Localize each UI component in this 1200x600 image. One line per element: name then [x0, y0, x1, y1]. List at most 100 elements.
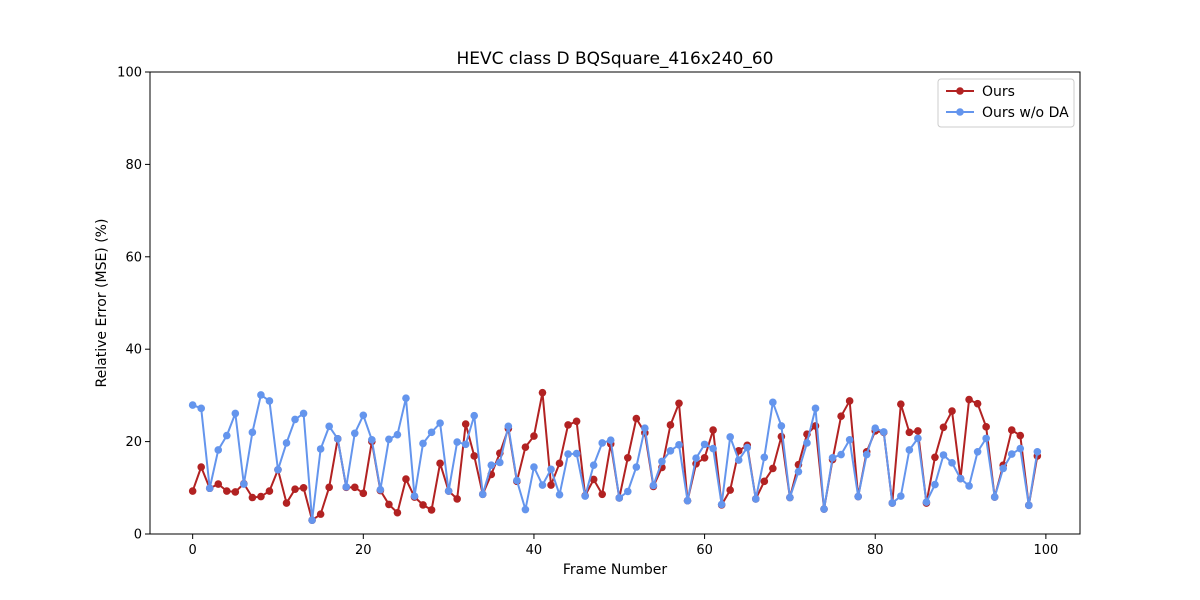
series-layer	[188, 388, 1042, 524]
data-point-ours	[222, 487, 231, 495]
data-point-ours	[385, 500, 393, 509]
data-point-ours-w-o-da	[939, 451, 948, 459]
x-tick-label: 40	[526, 543, 543, 558]
x-axis: 0 20 40 60 80 100	[189, 534, 1058, 558]
data-point-ours-w-o-da	[845, 435, 854, 444]
data-point-ours-w-o-da	[521, 505, 530, 514]
data-point-ours-w-o-da	[1007, 450, 1016, 458]
data-point-ours-w-o-da	[436, 419, 444, 427]
data-point-ours-w-o-da	[214, 446, 223, 454]
data-point-ours-w-o-da	[649, 481, 658, 490]
data-point-ours-w-o-da	[879, 428, 888, 436]
data-point-ours-w-o-da	[734, 456, 743, 464]
data-point-ours-w-o-da	[248, 428, 257, 437]
data-point-ours-w-o-da	[581, 492, 589, 500]
data-point-ours	[350, 483, 359, 492]
data-point-ours-w-o-da	[777, 422, 786, 430]
data-point-ours	[197, 463, 205, 471]
data-point-ours-w-o-da	[615, 494, 624, 502]
data-point-ours-w-o-da	[811, 404, 820, 413]
legend-label-ours: Ours	[982, 84, 1015, 100]
data-point-ours-w-o-da	[419, 439, 427, 448]
data-point-ours-w-o-da	[751, 495, 760, 503]
data-point-ours	[265, 487, 274, 495]
data-point-ours-w-o-da	[402, 394, 410, 402]
data-point-ours-w-o-da	[274, 465, 282, 474]
data-point-ours-w-o-da	[769, 398, 777, 407]
x-axis-title: Frame Number	[563, 562, 668, 578]
legend-item-ours-w-o-da: Ours w/o DA	[946, 105, 1069, 121]
data-point-ours	[675, 399, 683, 408]
data-point-ours-w-o-da	[606, 436, 615, 445]
series-ours	[188, 388, 1042, 524]
data-point-ours-w-o-da	[555, 490, 564, 499]
data-point-ours	[948, 407, 956, 415]
data-point-ours-w-o-da	[231, 409, 240, 418]
data-point-ours	[530, 432, 538, 440]
data-point-ours	[1007, 426, 1016, 434]
data-point-ours	[282, 499, 291, 507]
data-point-ours-w-o-da	[393, 430, 402, 439]
data-point-ours	[427, 506, 436, 514]
data-point-ours-w-o-da	[572, 449, 581, 458]
data-point-ours-w-o-da	[956, 474, 965, 483]
data-point-ours	[726, 486, 734, 494]
data-point-ours-w-o-da	[325, 422, 333, 431]
data-point-ours-w-o-da	[862, 450, 871, 459]
data-point-ours	[623, 453, 632, 462]
data-point-ours	[769, 464, 777, 473]
data-point-ours	[248, 493, 257, 502]
data-point-ours-w-o-da	[1033, 447, 1042, 456]
data-point-ours-w-o-da	[589, 461, 598, 469]
data-point-ours-w-o-da	[982, 434, 990, 443]
data-point-ours-w-o-da	[931, 480, 939, 489]
y-axis: 0 20 40 60 80 100	[117, 66, 150, 543]
data-point-ours-w-o-da	[760, 453, 769, 462]
data-point-ours-w-o-da	[598, 439, 607, 447]
data-point-ours	[231, 488, 240, 496]
data-point-ours-w-o-da	[623, 487, 632, 496]
legend-item-ours: Ours	[946, 84, 1015, 100]
data-point-ours-w-o-da	[786, 493, 794, 502]
x-tick-label: 100	[1033, 543, 1058, 558]
y-tick-label: 80	[125, 158, 142, 173]
data-point-ours-w-o-da	[632, 463, 641, 471]
series-ours-w-o-da	[188, 391, 1042, 524]
legend-marker-ours	[956, 87, 964, 95]
data-point-ours-w-o-da	[299, 409, 308, 418]
data-point-ours-w-o-da	[717, 500, 726, 509]
data-point-ours	[700, 453, 709, 462]
data-point-ours-w-o-da	[973, 447, 982, 456]
data-point-ours-w-o-da	[905, 446, 914, 454]
y-tick-label: 20	[125, 435, 142, 450]
data-point-ours-w-o-da	[478, 490, 487, 499]
data-point-ours-w-o-da	[188, 401, 197, 409]
data-point-ours-w-o-da	[316, 445, 325, 453]
data-point-ours-w-o-da	[683, 496, 692, 505]
data-point-ours-w-o-da	[948, 459, 956, 467]
y-axis-title: Relative Error (MSE) (%)	[94, 219, 110, 388]
data-point-ours	[188, 487, 197, 495]
y-tick-label: 60	[125, 250, 142, 265]
x-tick-label: 0	[189, 543, 197, 558]
data-point-ours-w-o-da	[888, 499, 897, 507]
data-point-ours-w-o-da	[1016, 444, 1025, 453]
data-point-ours	[564, 421, 572, 429]
data-point-ours	[521, 443, 530, 451]
data-point-ours-w-o-da	[265, 397, 274, 405]
y-tick-label: 40	[125, 343, 142, 358]
data-point-ours-w-o-da	[854, 492, 862, 501]
data-point-ours-w-o-da	[675, 441, 683, 449]
data-point-ours-w-o-da	[410, 492, 419, 500]
data-point-ours-w-o-da	[359, 411, 368, 420]
legend-label-ours-w-o-da: Ours w/o DA	[982, 105, 1069, 121]
data-point-ours-w-o-da	[999, 464, 1008, 473]
data-point-ours-w-o-da	[257, 391, 265, 399]
data-point-ours-w-o-da	[897, 492, 905, 500]
data-point-ours	[905, 428, 914, 437]
data-point-ours	[214, 480, 223, 488]
data-point-ours	[760, 477, 769, 486]
data-point-ours	[299, 484, 308, 492]
data-point-ours-w-o-da	[828, 453, 837, 462]
